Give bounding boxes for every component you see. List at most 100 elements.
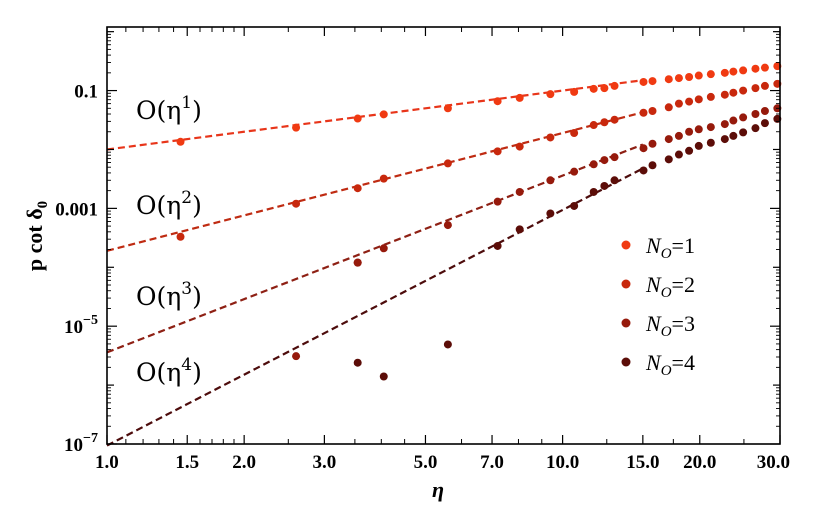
legend-label-sub: O — [661, 363, 672, 379]
y-tick-label: 0.1 — [74, 82, 98, 103]
point-series-1 — [760, 63, 769, 72]
point-series-1 — [546, 90, 555, 99]
point-series-2 — [546, 133, 555, 142]
legend-label-base: N — [645, 311, 662, 336]
point-series-2 — [751, 84, 760, 93]
point-series-3 — [720, 120, 729, 129]
point-series-2 — [292, 199, 301, 208]
point-series-2 — [639, 108, 648, 117]
order-annotations: O(η1)O(η2)O(η3)O(η4) — [136, 93, 202, 387]
point-series-4 — [760, 119, 769, 128]
point-series-2 — [589, 121, 598, 130]
x-tick-label: 2.0 — [232, 452, 256, 473]
legend: NO=1NO=2NO=3NO=4 — [621, 233, 695, 379]
point-series-4 — [639, 166, 648, 175]
point-series-1 — [694, 71, 703, 80]
point-series-3 — [589, 160, 598, 169]
annotation-exp: 2 — [181, 188, 192, 208]
point-series-4 — [589, 187, 598, 196]
legend-label-base: N — [645, 233, 662, 258]
point-series-4 — [685, 146, 694, 155]
point-series-1 — [570, 87, 579, 96]
annotation-close: ) — [192, 96, 202, 125]
y-axis-label: p cot δ0 — [22, 201, 51, 271]
legend-marker-1 — [621, 240, 631, 250]
point-series-2 — [739, 86, 748, 95]
annotation-base: O(η — [136, 96, 181, 125]
y-tick-base: 10 — [64, 317, 83, 338]
point-series-1 — [639, 77, 648, 86]
annotation-order-1: O(η1) — [136, 93, 202, 125]
point-series-3 — [639, 144, 648, 153]
annotation-exp: 3 — [181, 279, 192, 299]
point-series-4 — [706, 138, 715, 147]
point-series-4 — [729, 131, 738, 140]
legend-label-1: NO=1 — [645, 233, 695, 262]
point-series-4 — [674, 150, 683, 159]
fit-line-order-2 — [106, 111, 644, 252]
point-series-4 — [648, 161, 657, 170]
y-tick-base: 10 — [64, 435, 83, 456]
legend-marker-4 — [621, 357, 631, 367]
point-series-2 — [664, 103, 673, 112]
data-points — [176, 62, 782, 381]
point-series-2 — [176, 232, 185, 241]
point-series-3 — [292, 352, 301, 361]
point-series-4 — [515, 225, 524, 234]
x-axis-label: η — [432, 477, 444, 502]
point-series-4 — [720, 135, 729, 144]
point-series-3 — [674, 131, 683, 140]
x-tick-label: 30.0 — [757, 452, 790, 473]
point-series-3 — [706, 123, 715, 132]
annotation-close: ) — [192, 282, 202, 311]
legend-label-3: NO=3 — [645, 311, 695, 340]
point-series-3 — [664, 135, 673, 144]
point-series-2 — [493, 147, 502, 156]
point-series-4 — [739, 128, 748, 137]
annotation-base: O(η — [136, 282, 181, 311]
x-tick-label: 20.0 — [683, 452, 716, 473]
point-series-2 — [353, 184, 362, 193]
point-series-2 — [610, 115, 619, 124]
legend-label-rest: =1 — [672, 233, 695, 258]
point-series-4 — [751, 124, 760, 133]
point-series-4 — [570, 201, 579, 210]
annotation-order-3: O(η3) — [136, 279, 202, 311]
fit-line-order-1 — [106, 79, 643, 151]
x-tick-label: 1.5 — [175, 452, 199, 473]
point-series-3 — [739, 113, 748, 122]
annotation-order-4: O(η4) — [136, 355, 202, 387]
point-series-2 — [706, 92, 715, 101]
point-series-2 — [674, 99, 683, 108]
x-tick-label: 3.0 — [313, 452, 337, 473]
point-series-1 — [515, 93, 524, 102]
legend-label-4: NO=4 — [645, 350, 695, 379]
plot-frame — [106, 26, 781, 445]
point-series-1 — [353, 114, 362, 123]
x-tick-label: 5.0 — [414, 452, 438, 473]
point-series-4 — [493, 241, 502, 250]
point-series-1 — [685, 72, 694, 81]
point-series-4 — [379, 372, 388, 381]
fit-lines — [106, 79, 644, 447]
point-series-2 — [685, 97, 694, 106]
point-series-3 — [648, 139, 657, 148]
point-series-2 — [729, 88, 738, 97]
annotation-base: O(η — [136, 191, 181, 220]
point-series-3 — [610, 153, 619, 162]
annotation-order-2: O(η2) — [136, 188, 202, 220]
y-tick-label: 0.001 — [55, 199, 98, 220]
y-tick-exp: −5 — [83, 313, 98, 328]
x-tick-label: 10.0 — [546, 452, 579, 473]
fit-line-order-3 — [106, 143, 644, 354]
tick-labels: 1.0 1.5 2.0 3.0 5.0 7.0 10.0 15.0 20.0 30.010−710… — [55, 82, 790, 473]
point-series-1 — [720, 68, 729, 77]
point-series-4 — [546, 209, 555, 218]
point-series-1 — [610, 81, 619, 90]
point-series-2 — [379, 174, 388, 183]
point-series-1 — [751, 64, 760, 73]
legend-label-sub: O — [661, 246, 672, 262]
legend-label-rest: =2 — [672, 272, 695, 297]
point-series-1 — [600, 84, 609, 93]
legend-label-sub: O — [661, 324, 672, 340]
